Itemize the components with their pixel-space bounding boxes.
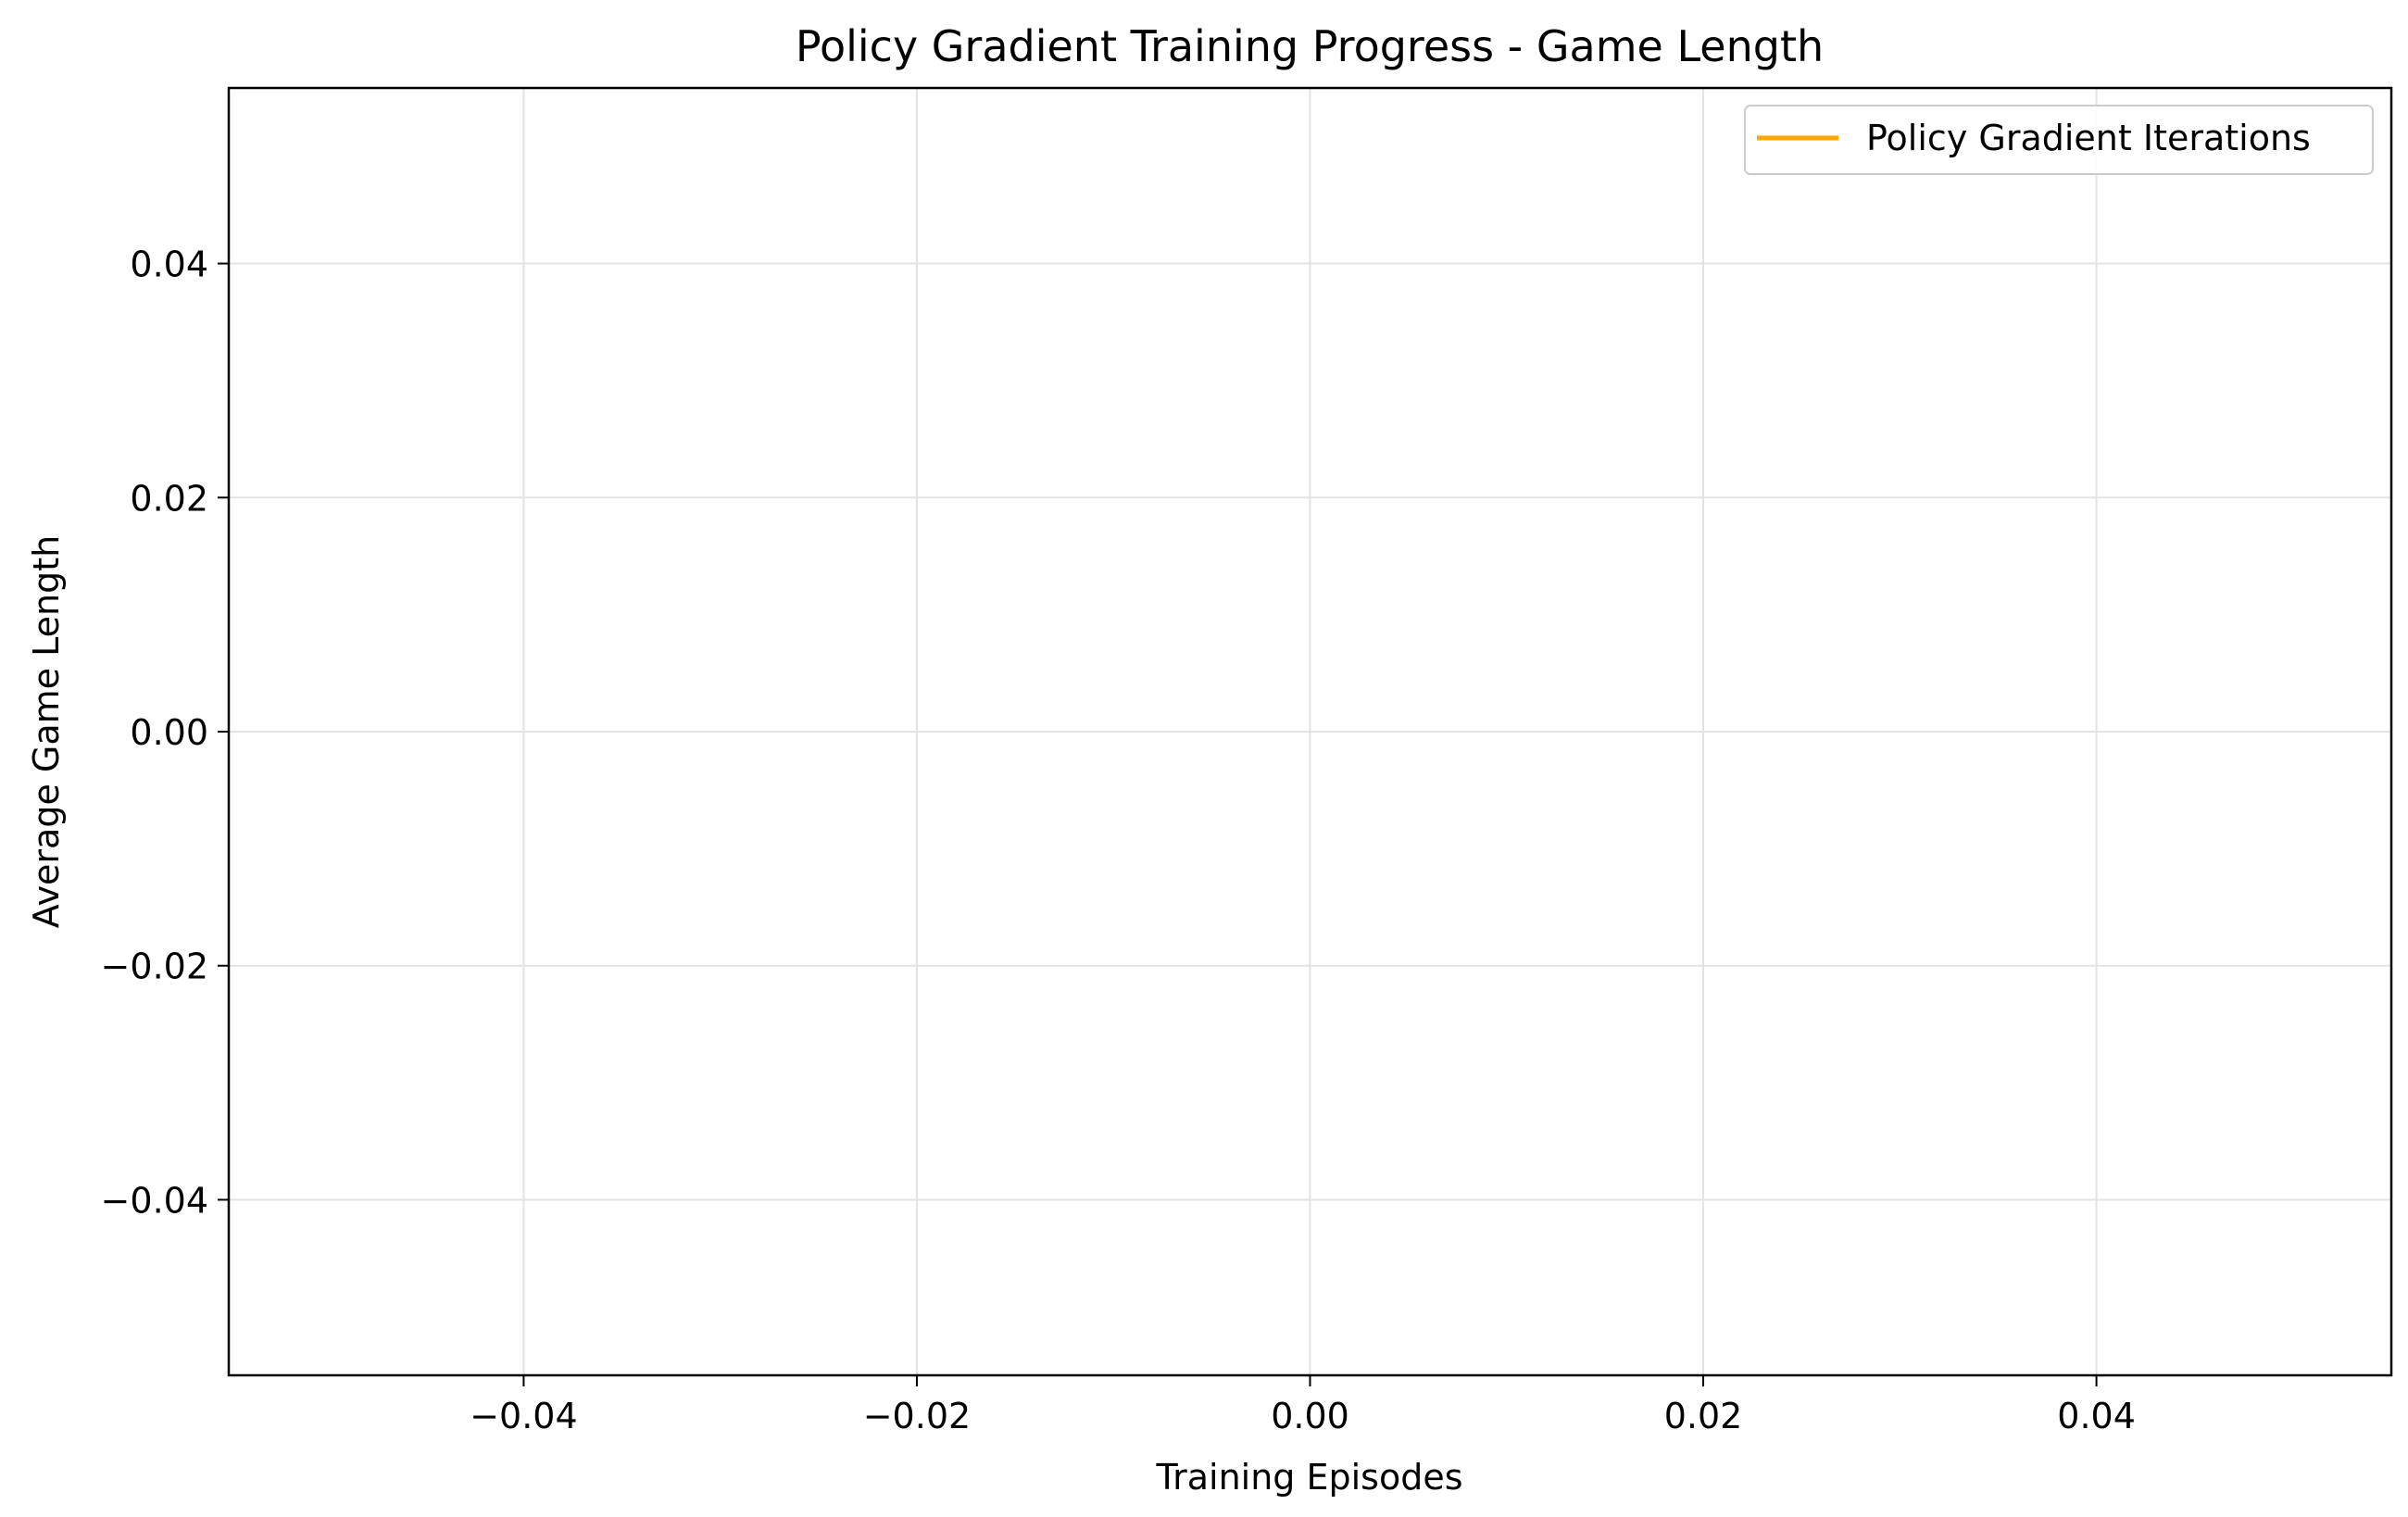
y-axis-ticks: 0.04 0.02 0.00 −0.02 −0.04 [101, 244, 229, 1221]
y-tick-label: 0.00 [130, 712, 208, 753]
legend-box [1744, 105, 2374, 175]
x-tick-label: 0.00 [1271, 1396, 1349, 1436]
y-tick-label: 0.02 [130, 478, 208, 519]
legend-label: Policy Gradient Iterations [1866, 118, 2311, 158]
x-tick-label: −0.02 [863, 1396, 971, 1436]
x-tick-label: 0.04 [2057, 1396, 2136, 1436]
legend: Policy Gradient Iterations [1744, 105, 2374, 175]
x-axis-ticks: −0.04 −0.02 0.00 0.02 0.04 [470, 1375, 2136, 1436]
y-tick-label: −0.02 [101, 947, 208, 987]
y-tick-label: 0.04 [130, 244, 208, 285]
y-tick-label: −0.04 [101, 1180, 208, 1221]
y-axis-label: Average Game Length [26, 535, 67, 928]
x-tick-label: 0.02 [1664, 1396, 1743, 1436]
x-tick-label: −0.04 [470, 1396, 577, 1436]
chart-title: Policy Gradient Training Progress - Game… [796, 21, 1824, 71]
x-axis-label: Training Episodes [1155, 1457, 1462, 1498]
grid [229, 88, 2391, 1375]
